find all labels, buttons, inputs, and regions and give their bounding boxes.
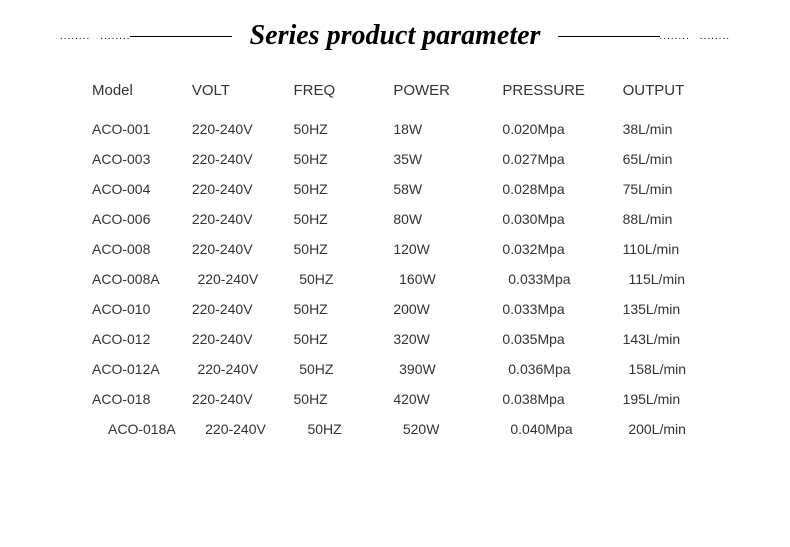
cell-volt: 220-240V	[191, 271, 293, 287]
table-row: ACO-010220-240V50HZ200W0.033Mpa135L/min	[92, 301, 715, 317]
cell-volt: 220-240V	[192, 331, 294, 347]
header-model: Model	[92, 82, 192, 99]
cell-output: 38L/min	[623, 121, 715, 137]
cell-freq: 50HZ	[293, 361, 393, 377]
cell-model: ACO-006	[92, 211, 192, 227]
cell-power: 120W	[393, 241, 502, 257]
cell-volt: 220-240V	[192, 391, 294, 407]
cell-power: 320W	[393, 331, 502, 347]
cell-power: 18W	[393, 121, 502, 137]
cell-model: ACO-001	[92, 121, 192, 137]
cell-volt: 220-240V	[192, 151, 294, 167]
table-row: ACO-012A220-240V50HZ390W0.036Mpa158L/min	[92, 361, 715, 377]
table-row: ACO-018220-240V50HZ420W0.038Mpa195L/min	[92, 391, 715, 407]
cell-freq: 50HZ	[294, 331, 394, 347]
cell-pressure: 0.033Mpa	[502, 301, 622, 317]
cell-power: 200W	[393, 301, 502, 317]
cell-model: ACO-018A	[108, 421, 205, 437]
cell-freq: 50HZ	[294, 211, 394, 227]
cell-output: 65L/min	[623, 151, 715, 167]
dots-left	[60, 31, 130, 42]
cell-power: 420W	[393, 391, 502, 407]
cell-volt: 220-240V	[192, 211, 294, 227]
cell-pressure: 0.027Mpa	[502, 151, 622, 167]
cell-freq: 50HZ	[294, 121, 394, 137]
cell-power: 80W	[393, 211, 502, 227]
cell-power: 160W	[393, 271, 502, 287]
cell-model: ACO-003	[92, 151, 192, 167]
cell-volt: 220-240V	[192, 241, 294, 257]
cell-model: ACO-008A	[92, 271, 191, 287]
decorative-line-right	[558, 31, 730, 42]
cell-model: ACO-004	[92, 181, 192, 197]
cell-volt: 220-240V	[192, 181, 294, 197]
cell-pressure: 0.036Mpa	[502, 361, 622, 377]
table-body: ACO-001220-240V50HZ18W0.020Mpa38L/minACO…	[92, 121, 715, 437]
header-freq: FREQ	[294, 82, 394, 99]
cell-power: 35W	[393, 151, 502, 167]
table-row: ACO-018A220-240V50HZ520W0.040Mpa200L/min	[92, 421, 715, 437]
header-pressure: PRESSURE	[502, 82, 622, 99]
title-container: Series product parameter	[0, 20, 790, 52]
table-row: ACO-001220-240V50HZ18W0.020Mpa38L/min	[92, 121, 715, 137]
cell-model: ACO-008	[92, 241, 192, 257]
cell-output: 200L/min	[628, 421, 715, 437]
cell-output: 88L/min	[623, 211, 715, 227]
table-header: Model VOLT FREQ POWER PRESSURE OUTPUT	[92, 82, 715, 99]
cell-model: ACO-012A	[92, 361, 191, 377]
cell-pressure: 0.028Mpa	[502, 181, 622, 197]
table-row: ACO-004220-240V50HZ58W0.028Mpa75L/min	[92, 181, 715, 197]
cell-pressure: 0.033Mpa	[502, 271, 622, 287]
cell-power: 390W	[393, 361, 502, 377]
cell-model: ACO-018	[92, 391, 192, 407]
dots-right	[660, 31, 730, 42]
cell-volt: 220-240V	[205, 421, 307, 437]
cell-output: 195L/min	[623, 391, 715, 407]
cell-freq: 50HZ	[294, 241, 394, 257]
header-volt: VOLT	[192, 82, 294, 99]
cell-freq: 50HZ	[294, 181, 394, 197]
cell-output: 135L/min	[623, 301, 715, 317]
cell-output: 143L/min	[623, 331, 715, 347]
table-row: ACO-008220-240V50HZ120W0.032Mpa110L/min	[92, 241, 715, 257]
cell-freq: 50HZ	[307, 421, 402, 437]
decorative-line-left	[60, 31, 232, 42]
cell-volt: 220-240V	[192, 301, 294, 317]
table-row: ACO-012220-240V50HZ320W0.035Mpa143L/min	[92, 331, 715, 347]
cell-output: 115L/min	[622, 271, 715, 287]
cell-freq: 50HZ	[293, 271, 393, 287]
cell-freq: 50HZ	[294, 301, 394, 317]
cell-model: ACO-012	[92, 331, 192, 347]
cell-model: ACO-010	[92, 301, 192, 317]
cell-pressure: 0.035Mpa	[502, 331, 622, 347]
cell-output: 158L/min	[622, 361, 715, 377]
header-output: OUTPUT	[623, 82, 715, 99]
cell-pressure: 0.038Mpa	[502, 391, 622, 407]
cell-pressure: 0.020Mpa	[502, 121, 622, 137]
cell-pressure: 0.030Mpa	[502, 211, 622, 227]
cell-power: 58W	[393, 181, 502, 197]
cell-pressure: 0.040Mpa	[510, 421, 628, 437]
page-title: Series product parameter	[250, 20, 541, 52]
cell-power: 520W	[403, 421, 511, 437]
cell-output: 110L/min	[623, 241, 715, 257]
header-power: POWER	[393, 82, 502, 99]
table-row: ACO-003220-240V50HZ35W0.027Mpa65L/min	[92, 151, 715, 167]
cell-pressure: 0.032Mpa	[502, 241, 622, 257]
cell-volt: 220-240V	[192, 121, 294, 137]
line-right	[558, 36, 659, 37]
cell-freq: 50HZ	[294, 151, 394, 167]
cell-output: 75L/min	[623, 181, 715, 197]
cell-freq: 50HZ	[294, 391, 394, 407]
cell-volt: 220-240V	[191, 361, 293, 377]
line-left	[130, 36, 231, 37]
table-row: ACO-008A220-240V50HZ160W0.033Mpa115L/min	[92, 271, 715, 287]
table-row: ACO-006220-240V50HZ80W0.030Mpa88L/min	[92, 211, 715, 227]
table-container: Model VOLT FREQ POWER PRESSURE OUTPUT AC…	[0, 82, 790, 437]
